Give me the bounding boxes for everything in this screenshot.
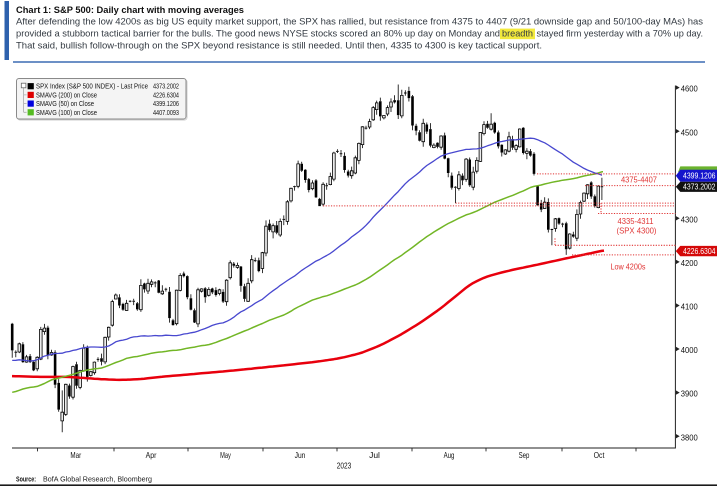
svg-text:May: May bbox=[220, 451, 231, 460]
svg-text:4373.2002: 4373.2002 bbox=[153, 82, 179, 91]
svg-text:BofA Global Research, Bloomber: BofA Global Research, Bloomberg bbox=[43, 475, 152, 484]
svg-text:Jul: Jul bbox=[369, 451, 380, 460]
svg-text:3800: 3800 bbox=[681, 433, 698, 442]
svg-text:SMAVG (50) on Close: SMAVG (50) on Close bbox=[36, 99, 94, 108]
svg-text:4373.2002: 4373.2002 bbox=[683, 183, 716, 192]
svg-text:4100: 4100 bbox=[681, 303, 698, 312]
svg-text:4500: 4500 bbox=[681, 128, 698, 137]
svg-text:4600: 4600 bbox=[681, 85, 698, 94]
svg-text:4300: 4300 bbox=[681, 215, 698, 224]
svg-text:After defending the low 4200s: After defending the low 4200s as big US … bbox=[16, 16, 703, 27]
svg-text:4399.1206: 4399.1206 bbox=[153, 99, 179, 108]
svg-text:4375-4407: 4375-4407 bbox=[621, 174, 657, 184]
svg-text:breadth: breadth bbox=[502, 28, 533, 39]
svg-text:SMAVG (100) on Close: SMAVG (100) on Close bbox=[36, 108, 97, 117]
svg-text:SPX Index (S&P 500 INDEX) - La: SPX Index (S&P 500 INDEX) - Last Price bbox=[36, 82, 148, 91]
svg-text:provided a stubborn tactical b: provided a stubborn tactical barrier for… bbox=[16, 28, 500, 39]
svg-text:That said, bullish follow-thro: That said, bullish follow-through on the… bbox=[16, 40, 542, 51]
svg-text:Mar: Mar bbox=[70, 451, 81, 460]
svg-text:Chart 1: S&P 500: Daily chart: Chart 1: S&P 500: Daily chart with movin… bbox=[16, 4, 244, 15]
svg-text:Low 4200s: Low 4200s bbox=[611, 261, 646, 271]
svg-text:4226.6304: 4226.6304 bbox=[153, 90, 179, 99]
svg-text:4000: 4000 bbox=[681, 346, 698, 355]
svg-text:3900: 3900 bbox=[681, 390, 698, 399]
svg-text:Aug: Aug bbox=[444, 451, 455, 460]
svg-text:stayed firm yesterday with a 7: stayed firm yesterday with a 70% up day. bbox=[537, 28, 704, 39]
svg-text:Sep: Sep bbox=[519, 451, 530, 460]
svg-text:4200: 4200 bbox=[681, 259, 698, 268]
svg-text:4335-4311: 4335-4311 bbox=[618, 216, 654, 226]
svg-text:Oct: Oct bbox=[594, 451, 605, 460]
svg-text:2023: 2023 bbox=[337, 462, 352, 471]
svg-text:Apr: Apr bbox=[146, 451, 157, 460]
svg-text:SMAVG (200) on Close: SMAVG (200) on Close bbox=[36, 90, 97, 99]
svg-text:4226.6304: 4226.6304 bbox=[683, 247, 716, 256]
svg-text:4399.1206: 4399.1206 bbox=[683, 172, 716, 181]
svg-text:4407.0093: 4407.0093 bbox=[153, 108, 179, 117]
svg-text:Source:: Source: bbox=[16, 475, 36, 484]
svg-text:Jun: Jun bbox=[295, 451, 306, 460]
svg-text:(SPX 4300): (SPX 4300) bbox=[617, 225, 657, 235]
